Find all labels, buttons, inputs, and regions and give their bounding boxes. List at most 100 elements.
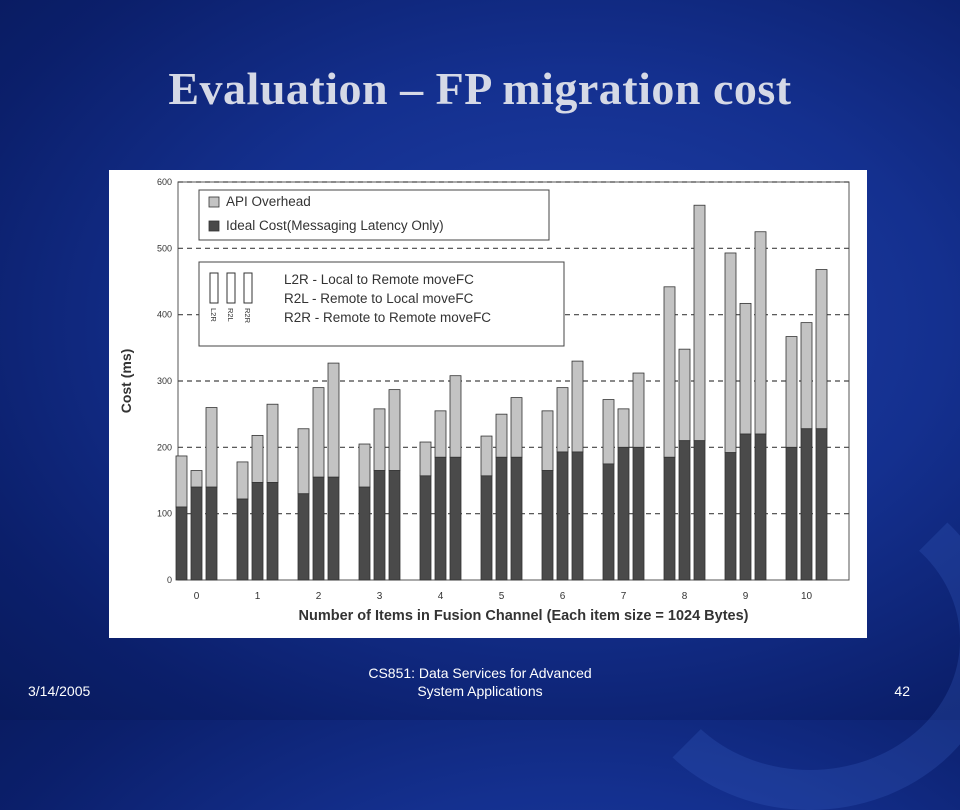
legend-swatch-ideal_cost <box>208 220 220 232</box>
bar-ideal-cost <box>266 482 279 581</box>
y-axis-label: Cost (ms) <box>118 349 134 414</box>
bar-api-overhead <box>358 443 371 488</box>
bar-api-overhead <box>266 403 279 483</box>
bar-api-overhead <box>495 413 508 458</box>
bar-ideal-cost <box>175 506 188 581</box>
footer-date: 3/14/2005 <box>28 683 91 699</box>
bar-ideal-cost <box>205 486 218 581</box>
footer-course-line1: CS851: Data Services for Advanced <box>368 665 592 681</box>
bar-ideal-cost <box>739 433 752 581</box>
y-tick-label: 100 <box>157 509 172 519</box>
footer-course: CS851: Data Services for Advanced System… <box>330 664 630 700</box>
x-axis-label: Number of Items in Fusion Channel (Each … <box>298 608 748 624</box>
bar-api-overhead <box>617 408 630 448</box>
bar-api-overhead <box>571 360 584 453</box>
page-number: 42 <box>894 683 910 699</box>
bar-ideal-cost <box>510 456 523 581</box>
bar-ideal-cost <box>251 482 264 581</box>
bar-ideal-cost <box>373 470 386 581</box>
bar-api-overhead <box>449 375 462 458</box>
x-tick-label: 3 <box>377 591 383 602</box>
y-tick-label: 400 <box>157 310 172 320</box>
bar-api-overhead <box>190 470 203 488</box>
bar-ideal-cost <box>724 452 737 581</box>
bar-ideal-cost <box>678 440 691 581</box>
bar-api-overhead <box>175 455 188 508</box>
bar-ideal-cost <box>480 475 493 581</box>
bar-ideal-cost <box>663 456 676 581</box>
x-tick-label: 5 <box>499 591 505 602</box>
bar-api-overhead <box>480 435 493 477</box>
bar-ideal-cost <box>312 476 325 581</box>
legend-series-box <box>198 189 550 241</box>
bar-api-overhead <box>236 461 249 500</box>
legend-bars-line: R2L - Remote to Local moveFC <box>284 291 474 306</box>
footer-course-line2: System Applications <box>417 683 543 699</box>
bar-ideal-cost <box>571 451 584 581</box>
x-tick-label: 1 <box>255 591 261 602</box>
bar-ideal-cost <box>541 470 554 581</box>
bar-ideal-cost <box>617 446 630 581</box>
bar-api-overhead <box>693 204 706 442</box>
bar-api-overhead <box>785 336 798 448</box>
bar-api-overhead <box>373 408 386 471</box>
bar-api-overhead <box>632 372 645 448</box>
legend-bar-l2r <box>209 272 219 304</box>
bar-api-overhead <box>815 269 828 430</box>
x-tick-label: 9 <box>743 591 749 602</box>
bar-ideal-cost <box>693 440 706 581</box>
y-tick-label: 600 <box>157 177 172 187</box>
bar-api-overhead <box>602 399 615 465</box>
bar-ideal-cost <box>785 446 798 581</box>
bar-ideal-cost <box>297 493 310 581</box>
bar-api-overhead <box>678 348 691 442</box>
bar-api-overhead <box>205 407 218 488</box>
legend-bar-label-r2r: R2R <box>243 308 252 324</box>
bar-ideal-cost <box>190 486 203 581</box>
bar-ideal-cost <box>815 428 828 581</box>
legend-bar-label-l2r: L2R <box>209 308 218 322</box>
bar-ideal-cost <box>754 433 767 581</box>
legend-bar-label-r2l: R2L <box>226 308 235 322</box>
bar-ideal-cost <box>602 463 615 581</box>
legend-bar-r2r <box>243 272 253 304</box>
bar-ideal-cost <box>434 456 447 581</box>
bar-api-overhead <box>510 397 523 458</box>
bar-api-overhead <box>434 410 447 458</box>
y-tick-label: 300 <box>157 376 172 386</box>
legend-bars-line: R2R - Remote to Remote moveFC <box>284 310 491 325</box>
x-tick-label: 10 <box>801 591 813 602</box>
legend-label-ideal_cost: Ideal Cost(Messaging Latency Only) <box>226 218 444 233</box>
slide-title: Evaluation – FP migration cost <box>168 63 792 114</box>
bar-api-overhead <box>388 389 401 471</box>
x-tick-label: 6 <box>560 591 566 602</box>
bar-api-overhead <box>251 434 264 483</box>
bar-ideal-cost <box>358 486 371 581</box>
bar-api-overhead <box>312 387 325 478</box>
legend-swatch-api_overhead <box>208 196 220 208</box>
legend-bars-line: L2R - Local to Remote moveFC <box>284 272 474 287</box>
bar-ideal-cost <box>388 470 401 581</box>
bar-api-overhead <box>297 428 310 495</box>
bar-api-overhead <box>663 286 676 458</box>
bar-ideal-cost <box>419 475 432 581</box>
chart-panel: 0 100 200 300 400 500 600 Cost (ms) 0 1 2 3 4 5 6 7 8 9 10… <box>109 170 867 638</box>
bar-api-overhead <box>556 387 569 453</box>
y-tick-label: 0 <box>167 575 172 585</box>
bar-api-overhead <box>800 322 813 430</box>
bar-ideal-cost <box>632 446 645 581</box>
y-tick-label: 500 <box>157 243 172 253</box>
x-tick-label: 2 <box>316 591 322 602</box>
x-tick-label: 4 <box>438 591 444 602</box>
legend-bar-r2l <box>226 272 236 304</box>
bar-ideal-cost <box>800 428 813 581</box>
bar-api-overhead <box>541 410 554 471</box>
bar-ideal-cost <box>236 498 249 581</box>
stacked-bar-chart: 0 100 200 300 400 500 600 Cost (ms) 0 1 2 3 4 5 6 7 8 9 10… <box>118 177 850 624</box>
x-tick-label: 7 <box>621 591 627 602</box>
bar-api-overhead <box>739 302 752 435</box>
bar-api-overhead <box>724 252 737 454</box>
bar-ideal-cost <box>556 451 569 581</box>
bar-api-overhead <box>754 231 767 435</box>
bar-ideal-cost <box>495 456 508 581</box>
